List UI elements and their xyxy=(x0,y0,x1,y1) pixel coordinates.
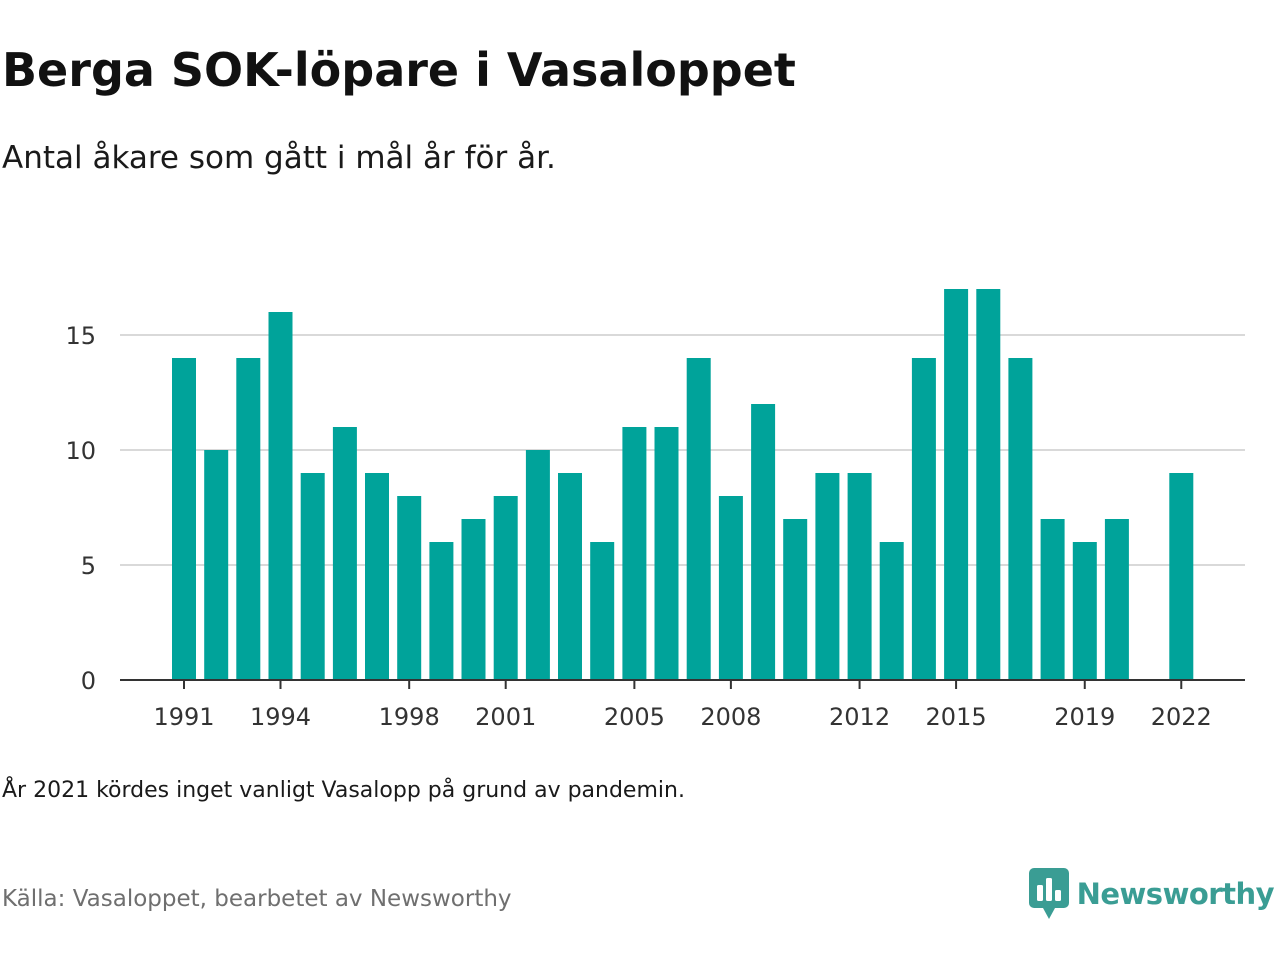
y-tick-label: 10 xyxy=(65,437,96,465)
bar-2012 xyxy=(847,473,872,680)
chart-subtitle: Antal åkare som gått i mål år för år. xyxy=(2,140,556,176)
y-tick-label: 15 xyxy=(65,322,96,350)
x-tick-label: 2015 xyxy=(926,703,987,731)
bar-1991 xyxy=(172,358,196,680)
bar-1993 xyxy=(236,358,261,680)
bar-2019 xyxy=(1072,542,1097,680)
y-tick-label: 5 xyxy=(81,552,96,580)
y-tick-label: 0 xyxy=(81,667,96,695)
bar-2013 xyxy=(879,542,904,680)
bar-1992 xyxy=(204,450,229,680)
x-tick-label: 2001 xyxy=(475,703,536,731)
bar-2008 xyxy=(718,496,743,680)
x-tick-label: 2019 xyxy=(1054,703,1115,731)
source-credit: Källa: Vasaloppet, bearbetet av Newswort… xyxy=(2,886,512,912)
axes: 0 5 10 15 1991 1994 1998 2001 2005 2008 2012 2015 20… xyxy=(65,322,1245,731)
bar-2004 xyxy=(590,542,615,680)
bar-1999 xyxy=(429,542,454,680)
footnote: År 2021 kördes inget vanligt Vasalopp på… xyxy=(2,778,685,803)
x-tick-label: 2012 xyxy=(829,703,890,731)
bar-2020 xyxy=(1104,519,1129,680)
bar-2018 xyxy=(1040,519,1065,680)
brand-logo: Newsworthy xyxy=(1028,868,1275,920)
bar-2001 xyxy=(493,496,518,680)
bar-2011 xyxy=(815,473,840,680)
bar-2005 xyxy=(622,427,647,680)
bar-2010 xyxy=(783,519,808,680)
brand-name: Newsworthy xyxy=(1076,877,1275,911)
newsworthy-chart-bubble-icon xyxy=(1028,868,1069,919)
bar-2002 xyxy=(525,450,550,680)
x-tick-label: 2022 xyxy=(1151,703,1212,731)
bar-1997 xyxy=(365,473,389,680)
bar-1998 xyxy=(397,496,422,680)
bar-1996 xyxy=(332,427,357,680)
x-tick-label: 1991 xyxy=(153,703,214,731)
bar-2015 xyxy=(944,289,969,680)
bar-2017 xyxy=(1008,358,1033,680)
bar-1995 xyxy=(300,473,325,680)
x-tick-label: 1998 xyxy=(379,703,440,731)
bar-2006 xyxy=(654,427,679,680)
x-tick-label: 1994 xyxy=(250,703,311,731)
bar-2009 xyxy=(751,404,776,680)
bar-2014 xyxy=(911,358,936,680)
bar-2000 xyxy=(461,519,486,680)
bar-2007 xyxy=(686,358,711,680)
x-tick-label: 2008 xyxy=(700,703,761,731)
bars xyxy=(172,289,1194,680)
bar-2003 xyxy=(558,473,582,680)
bar-2022 xyxy=(1169,473,1194,680)
bar-1994 xyxy=(268,312,293,680)
bar-2016 xyxy=(976,289,1001,680)
chart-title: Berga SOK-löpare i Vasaloppet xyxy=(2,43,796,97)
x-tick-label: 2005 xyxy=(604,703,665,731)
